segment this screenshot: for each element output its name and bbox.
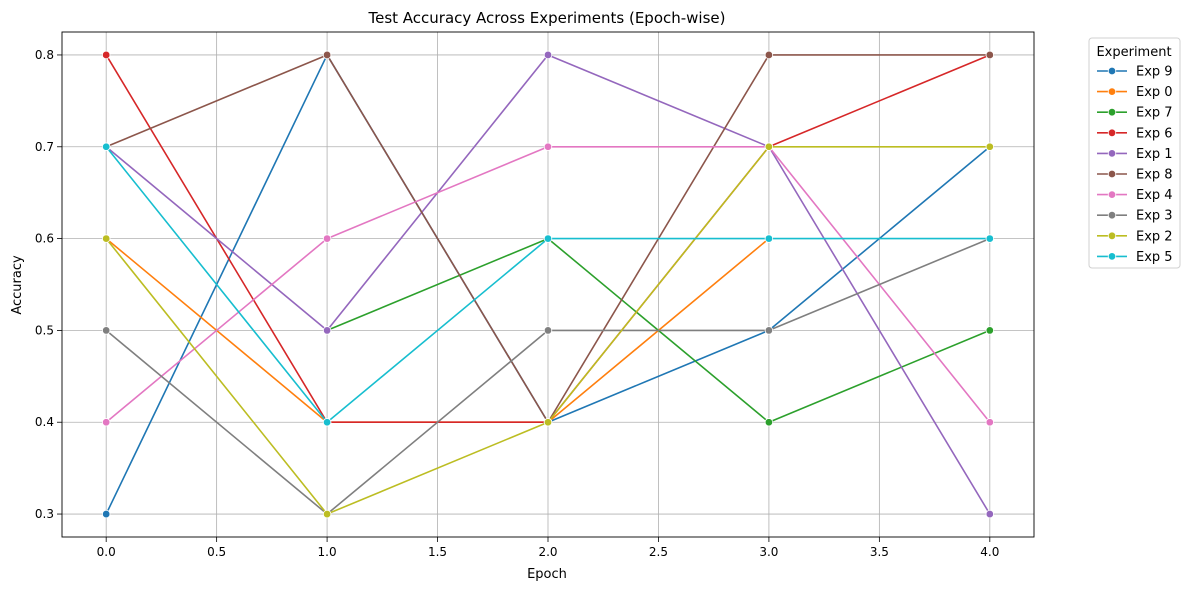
legend-label-exp-3: Exp 3 (1136, 209, 1173, 224)
legend-label-exp-0: Exp 0 (1136, 85, 1173, 100)
data-point-exp-5 (764, 234, 774, 243)
data-point-exp-2 (101, 234, 111, 243)
legend-label-exp-1: Exp 1 (1136, 147, 1173, 162)
data-point-exp-1 (543, 50, 553, 60)
data-point-exp-8 (764, 50, 774, 60)
axes-layer: 0.0 0.5 1.0 1.5 2.0 2.5 3.0 3.5 4.0 0.3 0.4 0.5 0.6 0… (35, 31, 1035, 559)
x-tick-label: 1.0 (318, 545, 337, 559)
legend-marker-exp-3 (1107, 210, 1117, 220)
legend-marker-exp-4 (1107, 190, 1117, 199)
data-point-exp-2 (543, 418, 553, 427)
plot-frame (61, 31, 1035, 538)
data-point-exp-4 (543, 142, 553, 151)
data-point-exp-8 (985, 50, 995, 60)
data-point-exp-3 (543, 326, 553, 335)
data-point-exp-6 (101, 50, 111, 60)
legend-marker-exp-6 (1107, 128, 1117, 137)
x-tick-label: 3.5 (870, 545, 889, 559)
data-point-exp-7 (764, 418, 774, 427)
data-point-exp-4 (985, 418, 995, 427)
data-point-exp-4 (322, 234, 332, 243)
y-tick-label: 0.7 (35, 140, 54, 154)
legend-marker-exp-7 (1107, 107, 1117, 117)
x-axis-label: Epoch (527, 567, 567, 582)
series-layer (101, 50, 995, 519)
x-tick-label: 1.5 (428, 545, 447, 559)
x-tick-label: 0.5 (207, 545, 226, 559)
data-point-exp-5 (322, 418, 332, 427)
y-axis-label: Accuracy (10, 255, 25, 315)
data-point-exp-2 (322, 509, 332, 519)
data-point-exp-7 (985, 326, 995, 335)
data-point-exp-3 (764, 326, 774, 335)
legend-marker-exp-1 (1107, 149, 1117, 158)
x-tick-label: 2.0 (538, 545, 557, 559)
legend-label-exp-6: Exp 6 (1136, 126, 1173, 141)
data-point-exp-4 (101, 418, 111, 427)
data-point-exp-9 (101, 509, 111, 519)
legend-marker-exp-9 (1107, 66, 1117, 76)
legend-marker-exp-2 (1107, 231, 1117, 240)
legend-label-exp-2: Exp 2 (1136, 229, 1173, 244)
data-point-exp-2 (985, 142, 995, 151)
y-tick-label: 0.6 (35, 232, 54, 246)
legend-marker-exp-5 (1107, 252, 1117, 261)
data-point-exp-1 (985, 509, 995, 519)
legend-label-exp-7: Exp 7 (1136, 106, 1173, 121)
x-tick-label: 4.0 (980, 545, 999, 559)
y-tick-label: 0.8 (35, 48, 54, 62)
legend-label-exp-8: Exp 8 (1136, 168, 1173, 183)
legend-title: Experiment (1096, 45, 1171, 60)
legend-label-exp-5: Exp 5 (1136, 250, 1173, 265)
legend-label-exp-4: Exp 4 (1136, 188, 1173, 203)
x-tick-label: 2.5 (649, 545, 668, 559)
data-point-exp-5 (543, 234, 553, 243)
data-point-exp-2 (764, 142, 774, 151)
data-point-exp-5 (985, 234, 995, 243)
y-tick-label: 0.3 (35, 507, 54, 521)
legend-marker-exp-0 (1107, 87, 1117, 96)
legend-label-exp-9: Exp 9 (1136, 65, 1173, 80)
grid-layer (62, 32, 1034, 537)
x-tick-label: 0.0 (97, 545, 116, 559)
chart-title: Test Accuracy Across Experiments (Epoch-… (368, 9, 726, 27)
legend-marker-exp-8 (1107, 169, 1117, 179)
data-point-exp-3 (101, 326, 111, 335)
data-point-exp-5 (101, 142, 111, 151)
y-tick-label: 0.5 (35, 323, 54, 337)
x-tick-label: 3.0 (759, 545, 778, 559)
y-tick-label: 0.4 (35, 415, 54, 429)
legend-items: Exp 9 Exp 0 Exp 7 Exp 6 Exp 1 Exp 8 Exp 4 Exp 3… (1097, 65, 1173, 265)
data-point-exp-1 (322, 326, 332, 335)
data-point-exp-8 (322, 50, 332, 60)
